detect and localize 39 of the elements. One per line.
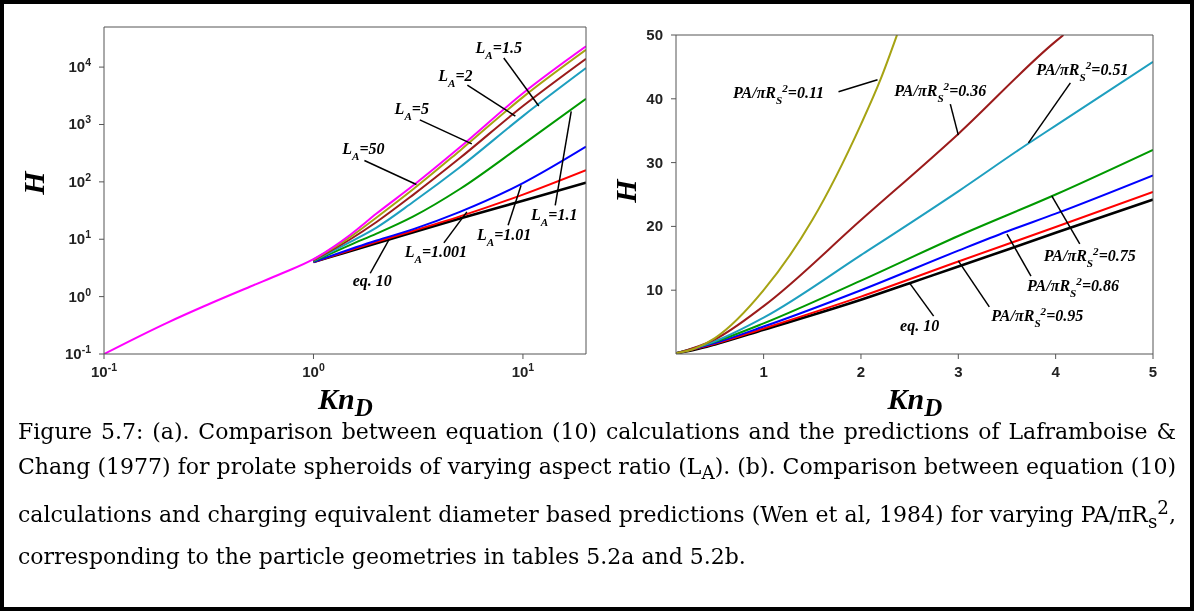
annotation: L$_{A}$=1.5 <box>474 39 522 61</box>
x-tick-label: 3 <box>954 363 963 380</box>
x-tick-label: 5 <box>1148 363 1158 380</box>
y-tick-label: 10$^{0}$ <box>68 285 92 305</box>
x-axis-title: Kn$_{D}$ <box>318 382 373 421</box>
x-tick-label: 10$^{-1}$ <box>90 361 118 380</box>
text: Figure 5.7: (a). Comparison between equation (10) calculations and the predictions of Laframboise & Chang (1977) for prolate spheroids of varying aspect ratio (L$_{A}$). (b). Comparison between equation (10) calculations and charging equivalent diameter based predictions (Wen et al, 1984) for varying PA/πR$_{s}$$^{2}$, corresponding to the particle geometries in tables 5.2a and 5.2b. <box>18 419 1176 570</box>
y-tick-label: 40 <box>646 89 663 107</box>
y-tick-label: 10$^{1}$ <box>68 228 92 248</box>
y-tick-label: 10$^{2}$ <box>68 170 92 190</box>
annotation: PA/πR$_{S}$$^{2}$=0.86 <box>1025 275 1120 300</box>
annotation: L$_{A}$=5 <box>393 99 429 122</box>
y-tick-label: 10$^{3}$ <box>68 113 92 133</box>
annotation: PA/πR$_{S}$$^{2}$=0.51 <box>1035 58 1129 83</box>
annotation: PA/πR$_{S}$$^{2}$=0.95 <box>990 304 1084 329</box>
x-tick-label: 10$^{1}$ <box>511 361 535 380</box>
annotation: PA/πR$_{S}$$^{2}$=0.75 <box>1042 244 1136 269</box>
y-tick-label: 10$^{-1}$ <box>64 343 92 362</box>
x-tick-label: 4 <box>1051 363 1061 380</box>
annotation: L$_{A}$=50 <box>341 140 385 163</box>
annotation: L$_{A}$=1.01 <box>475 226 532 249</box>
y-axis-title: H <box>17 169 51 197</box>
annotation: PA/πR$_{S}$$^{2}$=0.36 <box>893 80 987 105</box>
y-tick-label: 20 <box>646 217 663 235</box>
y-tick-label: 50 <box>646 26 663 43</box>
y-tick-label: 30 <box>646 153 663 171</box>
annotation: eq. 10 <box>352 272 392 291</box>
annotation: L$_{A}$=1.001 <box>403 242 468 265</box>
x-tick-label: 2 <box>856 363 866 380</box>
y-tick-label: 10$^{4}$ <box>68 56 92 76</box>
x-tick-label: 10$^{0}$ <box>302 361 325 380</box>
x-axis-title: Kn$_{D}$ <box>887 382 943 421</box>
y-axis-title: H <box>609 177 643 205</box>
annotation: PA/πR$_{S}$$^{2}$=0.11 <box>731 81 825 106</box>
annotation: eq. 10 <box>900 317 940 336</box>
annotation: L$_{A}$=2 <box>437 67 473 90</box>
x-tick-label: 1 <box>759 363 768 380</box>
annotation: L$_{A}$=1.1 <box>530 206 578 229</box>
y-tick-label: 10 <box>646 281 663 299</box>
